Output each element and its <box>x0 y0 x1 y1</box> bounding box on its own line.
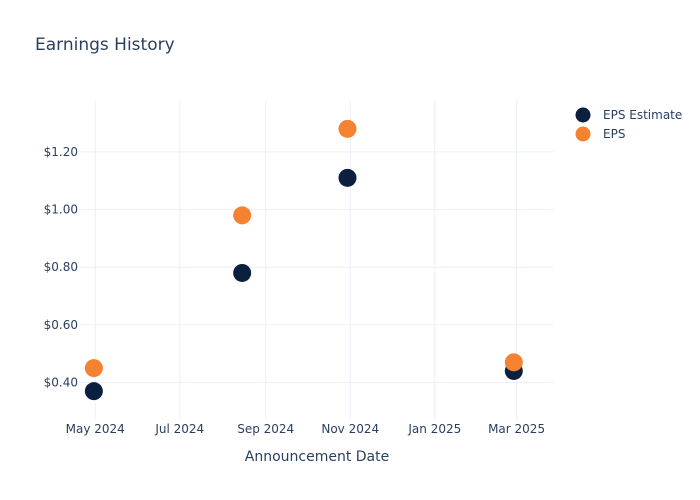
x-tick-label: May 2024 <box>66 422 125 436</box>
y-tick-label: $0.60 <box>44 318 78 332</box>
x-tick-label: Jan 2025 <box>407 422 461 436</box>
y-tick-label: $0.40 <box>44 376 78 390</box>
x-tick-label: Jul 2024 <box>154 422 204 436</box>
eps-point <box>504 353 523 372</box>
x-tick-label: Mar 2025 <box>488 422 545 436</box>
y-tick-label: $1.20 <box>44 145 78 159</box>
legend: EPS Estimate EPS <box>575 107 682 142</box>
eps-point <box>84 359 103 378</box>
chart-title: Earnings History <box>35 35 175 55</box>
x-axis-title: Announcement Date <box>245 449 389 465</box>
legend-label-eps-estimate: EPS Estimate <box>603 108 682 122</box>
eps-estimate-point <box>233 263 252 282</box>
eps-estimate-point <box>84 382 103 401</box>
y-tick-label: $1.00 <box>44 203 78 217</box>
grid-layer <box>80 100 554 420</box>
eps-point <box>233 206 252 225</box>
legend-label-eps: EPS <box>603 127 625 141</box>
legend-marker-eps-estimate <box>575 107 591 123</box>
x-axis-ticks: May 2024 Jul 2024 Sep 2024 Nov 2024 Jan 2025… <box>66 422 545 436</box>
y-tick-label: $0.80 <box>44 260 78 274</box>
x-tick-label: Sep 2024 <box>237 422 294 436</box>
x-tick-label: Nov 2024 <box>321 422 379 436</box>
legend-marker-eps <box>575 126 591 142</box>
y-axis-ticks: $0.40 $0.60 $0.80 $1.00 $1.20 <box>44 145 78 390</box>
eps-estimate-point <box>338 168 357 187</box>
eps-point <box>338 119 357 138</box>
data-points <box>84 119 523 401</box>
